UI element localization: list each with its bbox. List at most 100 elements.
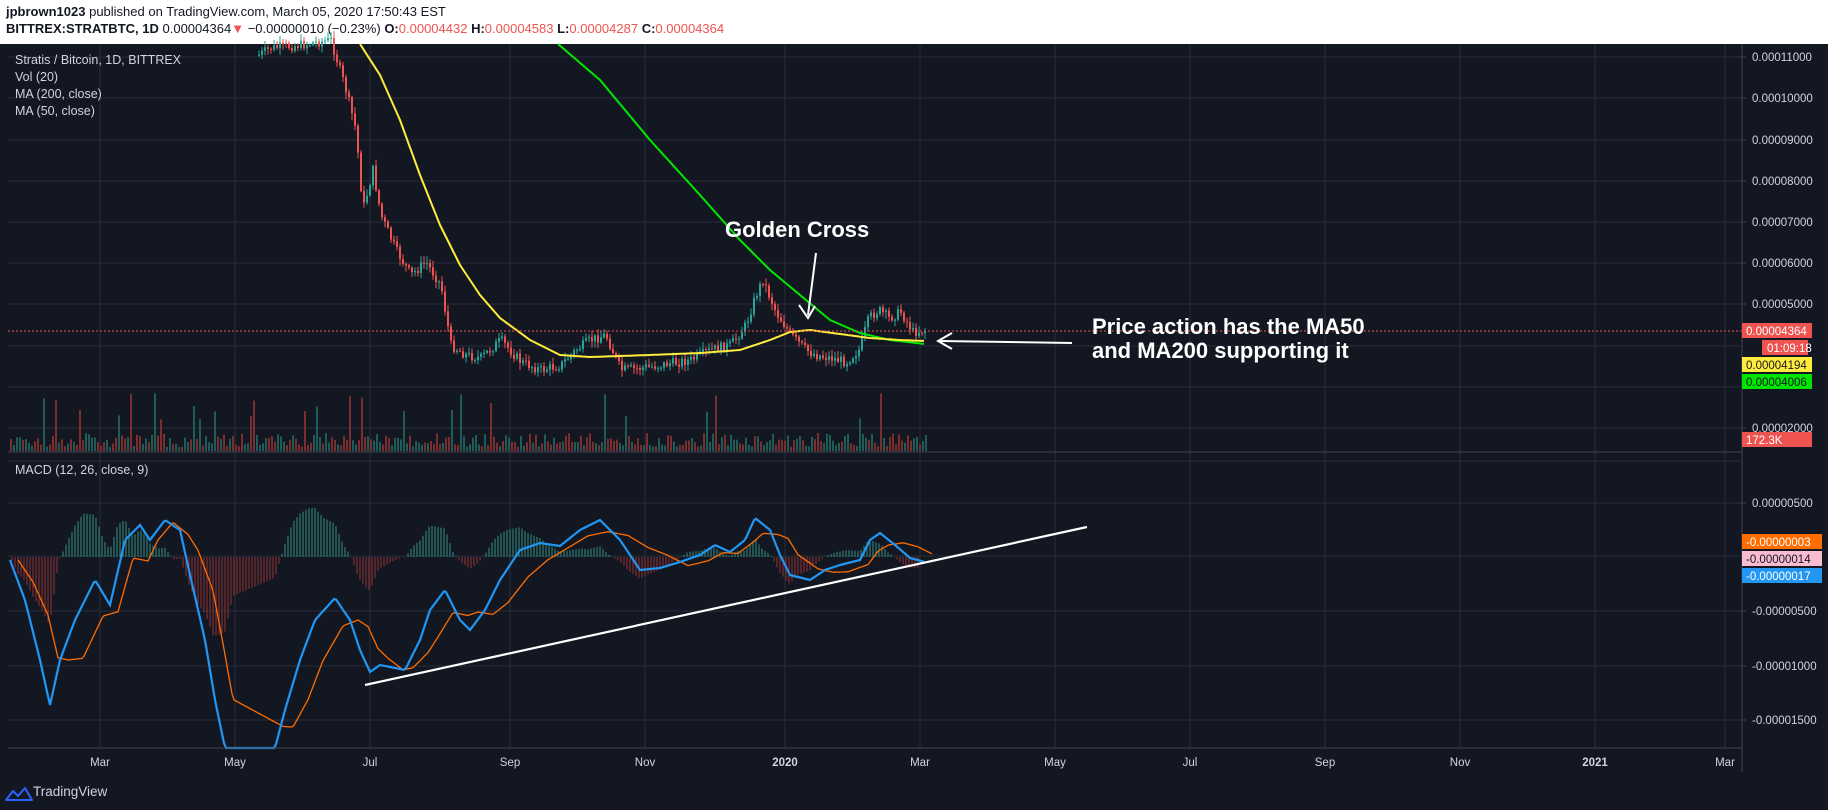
volume-bar	[202, 445, 204, 451]
volume-bar	[634, 444, 636, 451]
volume-bar	[88, 434, 90, 451]
candle-body	[309, 45, 311, 47]
price-tick-label: 0.00007000	[1752, 217, 1813, 229]
golden-cross-label: Golden Cross	[725, 217, 869, 242]
volume-bar	[433, 444, 435, 451]
candle-body	[501, 336, 503, 339]
volume-bar	[466, 446, 468, 451]
volume-bar	[760, 441, 762, 451]
candle-body	[615, 353, 617, 356]
volume-bar	[76, 445, 78, 451]
candle-body	[828, 356, 830, 360]
low-label: L:	[557, 21, 570, 36]
volume-bar	[577, 442, 579, 451]
candle-body	[426, 263, 428, 265]
candle-body	[816, 354, 818, 360]
candle-body	[636, 367, 638, 369]
macd-pane	[8, 507, 933, 750]
author-name[interactable]: jpbrown1023	[6, 4, 86, 19]
candle-body	[402, 259, 404, 264]
candle-body	[819, 355, 821, 360]
symbol-label: BITTREX:STRATBTC, 1D	[6, 21, 159, 36]
volume-bar	[835, 445, 837, 451]
candle-body	[909, 322, 911, 330]
legend-ma200: MA (200, close)	[15, 87, 102, 101]
volume-bar	[463, 436, 465, 451]
volume-bar	[358, 440, 360, 451]
volume-bar	[880, 393, 882, 451]
candle-body	[417, 270, 419, 273]
volume-bar	[622, 445, 624, 451]
volume-bar	[679, 444, 681, 451]
candle-body	[573, 350, 575, 355]
ma200-line	[557, 43, 925, 345]
volume-bar	[406, 443, 408, 451]
volume-bar	[313, 435, 315, 451]
volume-bar	[346, 439, 348, 451]
candle-body	[714, 345, 716, 349]
candle-body	[612, 348, 614, 354]
candle-body	[570, 354, 572, 360]
candle-body	[339, 62, 341, 66]
candle-body	[333, 37, 335, 55]
volume-bar	[868, 439, 870, 451]
volume-bar	[706, 411, 708, 451]
volume-bar	[67, 443, 69, 451]
candle-body	[822, 355, 824, 358]
volume-bar	[625, 416, 627, 451]
volume-bar	[145, 438, 147, 451]
price-label-bg	[1742, 357, 1812, 372]
volume-bar	[271, 436, 273, 451]
candle-body	[279, 42, 281, 49]
price-chart[interactable]: Golden Cross Price action has the MA50 a…	[0, 0, 1828, 772]
volume-bar	[97, 442, 99, 451]
volume-bar	[874, 442, 876, 451]
tradingview-brand[interactable]: TradingView	[33, 784, 108, 799]
volume-bar	[571, 441, 573, 451]
open-value: 0.00004432	[398, 21, 468, 36]
volume-bar	[502, 440, 504, 451]
volume-bar	[832, 440, 834, 451]
volume-bar	[169, 438, 171, 451]
candle-body	[813, 354, 815, 356]
candle-body	[756, 295, 758, 298]
time-tick-label: Jul	[363, 757, 378, 769]
volume-bar	[190, 439, 192, 451]
candle-body	[477, 356, 479, 361]
time-tick-label: Sep	[500, 757, 520, 769]
candle-body	[522, 360, 524, 364]
candle-body	[891, 316, 893, 321]
volume-bar	[664, 445, 666, 451]
volume-bar	[604, 394, 606, 451]
candle-body	[681, 358, 683, 367]
candle-body	[672, 358, 674, 364]
volume-bar	[694, 442, 696, 451]
candle-body	[273, 45, 275, 50]
volume-bar	[394, 437, 396, 451]
volume-bar	[601, 442, 603, 451]
volume-bar	[715, 395, 717, 451]
volume-bar	[511, 441, 513, 451]
volume-bar	[286, 445, 288, 451]
volume-bar	[166, 446, 168, 451]
candle-body	[807, 344, 809, 352]
candle-body	[861, 336, 863, 350]
volume-bar	[253, 400, 255, 451]
volume-bar	[196, 438, 198, 451]
candle-body	[519, 353, 521, 364]
volume-bar	[718, 444, 720, 451]
chart-grid	[8, 44, 1742, 748]
candle-body	[696, 352, 698, 360]
candle-body	[480, 353, 482, 357]
price-label-bg	[1762, 340, 1808, 355]
tradingview-logo-icon[interactable]	[5, 785, 33, 803]
candle-body	[450, 326, 452, 341]
candle-body	[330, 37, 332, 39]
volume-bar	[778, 439, 780, 451]
volume-bar	[670, 435, 672, 451]
candle-body	[525, 360, 527, 362]
volume-bar	[796, 438, 798, 451]
volume-bar	[637, 437, 639, 451]
volume-bar	[235, 444, 237, 451]
volume-bar	[676, 446, 678, 451]
